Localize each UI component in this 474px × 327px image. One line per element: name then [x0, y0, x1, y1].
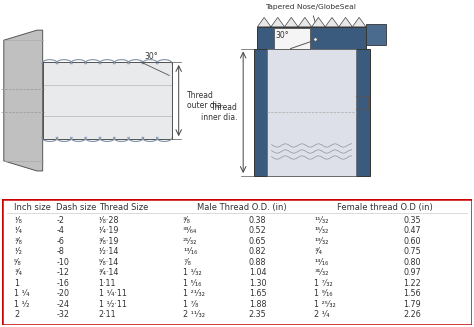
Text: 2 ¹¹⁄₃₂: 2 ¹¹⁄₃₂ [183, 310, 205, 319]
Polygon shape [257, 27, 366, 49]
Text: ¹⁄₄: ¹⁄₄ [14, 226, 22, 235]
Text: 1: 1 [14, 279, 19, 288]
Text: 1.04: 1.04 [249, 268, 266, 277]
Text: 0.52: 0.52 [249, 226, 266, 235]
Text: 1 ¹⁄₄·11: 1 ¹⁄₄·11 [99, 289, 127, 298]
Text: 1·11: 1·11 [99, 279, 116, 288]
Polygon shape [267, 49, 356, 176]
Text: ⁵⁄₈·14: ⁵⁄₈·14 [99, 258, 119, 267]
Text: Thread
inner dia.: Thread inner dia. [201, 103, 237, 122]
Text: ³⁄₄: ³⁄₄ [314, 247, 322, 256]
Text: 2·11: 2·11 [99, 310, 116, 319]
Text: Male Thread O.D. (in): Male Thread O.D. (in) [197, 203, 286, 212]
Text: 1 ¹⁄₂: 1 ¹⁄₂ [14, 300, 29, 309]
Text: 2: 2 [14, 310, 19, 319]
Text: -12: -12 [56, 268, 69, 277]
Text: 2.26: 2.26 [403, 310, 421, 319]
Text: ³³⁄₆₄: ³³⁄₆₄ [183, 226, 197, 235]
Text: 1 ²⁵⁄₃₂: 1 ²⁵⁄₃₂ [314, 300, 336, 309]
Text: ¹¹⁄₃₂: ¹¹⁄₃₂ [314, 216, 329, 225]
Text: 1 ⁷⁄₃₂: 1 ⁷⁄₃₂ [314, 279, 333, 288]
Text: 1 ¹⁄₂·11: 1 ¹⁄₂·11 [99, 300, 127, 309]
Text: Inch size: Inch size [14, 203, 51, 212]
Polygon shape [257, 17, 271, 27]
Text: -8: -8 [56, 247, 64, 256]
Polygon shape [284, 17, 298, 27]
Text: ³⁄₄·14: ³⁄₄·14 [99, 268, 119, 277]
Polygon shape [298, 17, 312, 27]
Text: ¹⁄₂: ¹⁄₂ [14, 247, 22, 256]
Polygon shape [43, 62, 172, 139]
Polygon shape [254, 49, 370, 176]
Polygon shape [312, 17, 325, 27]
Text: 1 ¹⁄₄: 1 ¹⁄₄ [14, 289, 29, 298]
Text: Female thread O.D (in): Female thread O.D (in) [337, 203, 433, 212]
Text: 2.35: 2.35 [249, 310, 266, 319]
Text: 1.88: 1.88 [249, 300, 266, 309]
Text: 0.97: 0.97 [403, 268, 421, 277]
Text: -4: -4 [56, 226, 64, 235]
Text: 1 ⁷⁄₈: 1 ⁷⁄₈ [183, 300, 199, 309]
Text: 1.22: 1.22 [403, 279, 421, 288]
Text: 0.75: 0.75 [403, 247, 421, 256]
Text: Thread Size: Thread Size [99, 203, 148, 212]
Text: ³⁄₈: ³⁄₈ [14, 237, 22, 246]
Text: -32: -32 [56, 310, 69, 319]
Text: 0.35: 0.35 [403, 216, 421, 225]
Text: ³⁄₈: ³⁄₈ [183, 216, 191, 225]
Text: 1.79: 1.79 [403, 300, 421, 309]
Text: ⁵⁄₈: ⁵⁄₈ [14, 258, 22, 267]
Text: ¹⁄₂·14: ¹⁄₂·14 [99, 247, 119, 256]
Text: 1 ⁵⁄₁₆: 1 ⁵⁄₁₆ [183, 279, 201, 288]
Polygon shape [352, 17, 366, 27]
Text: 0.80: 0.80 [403, 258, 421, 267]
Text: ³¹⁄₃₂: ³¹⁄₃₂ [314, 268, 329, 277]
Text: 1.56: 1.56 [403, 289, 421, 298]
Text: Dash size: Dash size [56, 203, 97, 212]
Text: ⁷⁄₈: ⁷⁄₈ [183, 258, 191, 267]
Text: ¹⁄₄·19: ¹⁄₄·19 [99, 226, 119, 235]
Text: 0.60: 0.60 [403, 237, 421, 246]
Polygon shape [271, 17, 284, 27]
Text: 1 ¹⁄₃₂: 1 ¹⁄₃₂ [183, 268, 201, 277]
Text: 1 ²¹⁄₃₂: 1 ²¹⁄₃₂ [183, 289, 205, 298]
Polygon shape [366, 25, 386, 45]
Text: ¹⁹⁄₃₂: ¹⁹⁄₃₂ [314, 237, 329, 246]
Text: Thread
outer dia.: Thread outer dia. [187, 91, 224, 110]
Text: ³⁄₄: ³⁄₄ [14, 268, 22, 277]
Text: 1.65: 1.65 [249, 289, 266, 298]
Text: 0.47: 0.47 [403, 226, 421, 235]
Text: -20: -20 [56, 289, 69, 298]
Text: 0.65: 0.65 [249, 237, 266, 246]
Text: ¹³⁄₁₆: ¹³⁄₁₆ [183, 247, 197, 256]
Text: -6: -6 [56, 237, 64, 246]
Text: 1.30: 1.30 [249, 279, 266, 288]
Text: -16: -16 [56, 279, 69, 288]
Polygon shape [4, 30, 43, 171]
Text: 30°: 30° [145, 52, 158, 61]
Text: Tapered Nose/GlobeSeal: Tapered Nose/GlobeSeal [265, 4, 356, 35]
Text: 2 ¹⁄₄: 2 ¹⁄₄ [314, 310, 330, 319]
Polygon shape [325, 17, 339, 27]
Text: 0.88: 0.88 [249, 258, 266, 267]
Text: -24: -24 [56, 300, 69, 309]
Text: 30°: 30° [275, 31, 289, 40]
Text: -10: -10 [56, 258, 69, 267]
Text: 1 ⁹⁄₁₆: 1 ⁹⁄₁₆ [314, 289, 333, 298]
Text: ²¹⁄₃₂: ²¹⁄₃₂ [183, 237, 197, 246]
Text: -2: -2 [56, 216, 64, 225]
Text: 0.38: 0.38 [249, 216, 266, 225]
Text: 0.82: 0.82 [249, 247, 266, 256]
Polygon shape [339, 17, 352, 27]
Text: ¹⁄₈·28: ¹⁄₈·28 [99, 216, 119, 225]
Text: ¹³⁄₁₆: ¹³⁄₁₆ [314, 258, 328, 267]
Text: ¹⁵⁄₃₂: ¹⁵⁄₃₂ [314, 226, 328, 235]
Polygon shape [274, 28, 310, 49]
Text: ¹⁄₈: ¹⁄₈ [14, 216, 22, 225]
Text: ³⁄₈·19: ³⁄₈·19 [99, 237, 119, 246]
